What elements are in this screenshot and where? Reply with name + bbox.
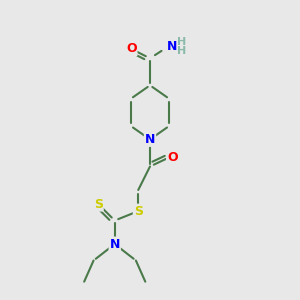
Text: S: S [94,198,103,211]
Text: H: H [177,46,186,56]
Text: H: H [177,37,186,47]
Text: N: N [167,40,178,53]
Text: N: N [110,238,120,250]
Text: O: O [126,42,136,56]
Text: O: O [167,151,178,164]
Text: N: N [145,133,155,146]
Text: S: S [134,205,143,218]
